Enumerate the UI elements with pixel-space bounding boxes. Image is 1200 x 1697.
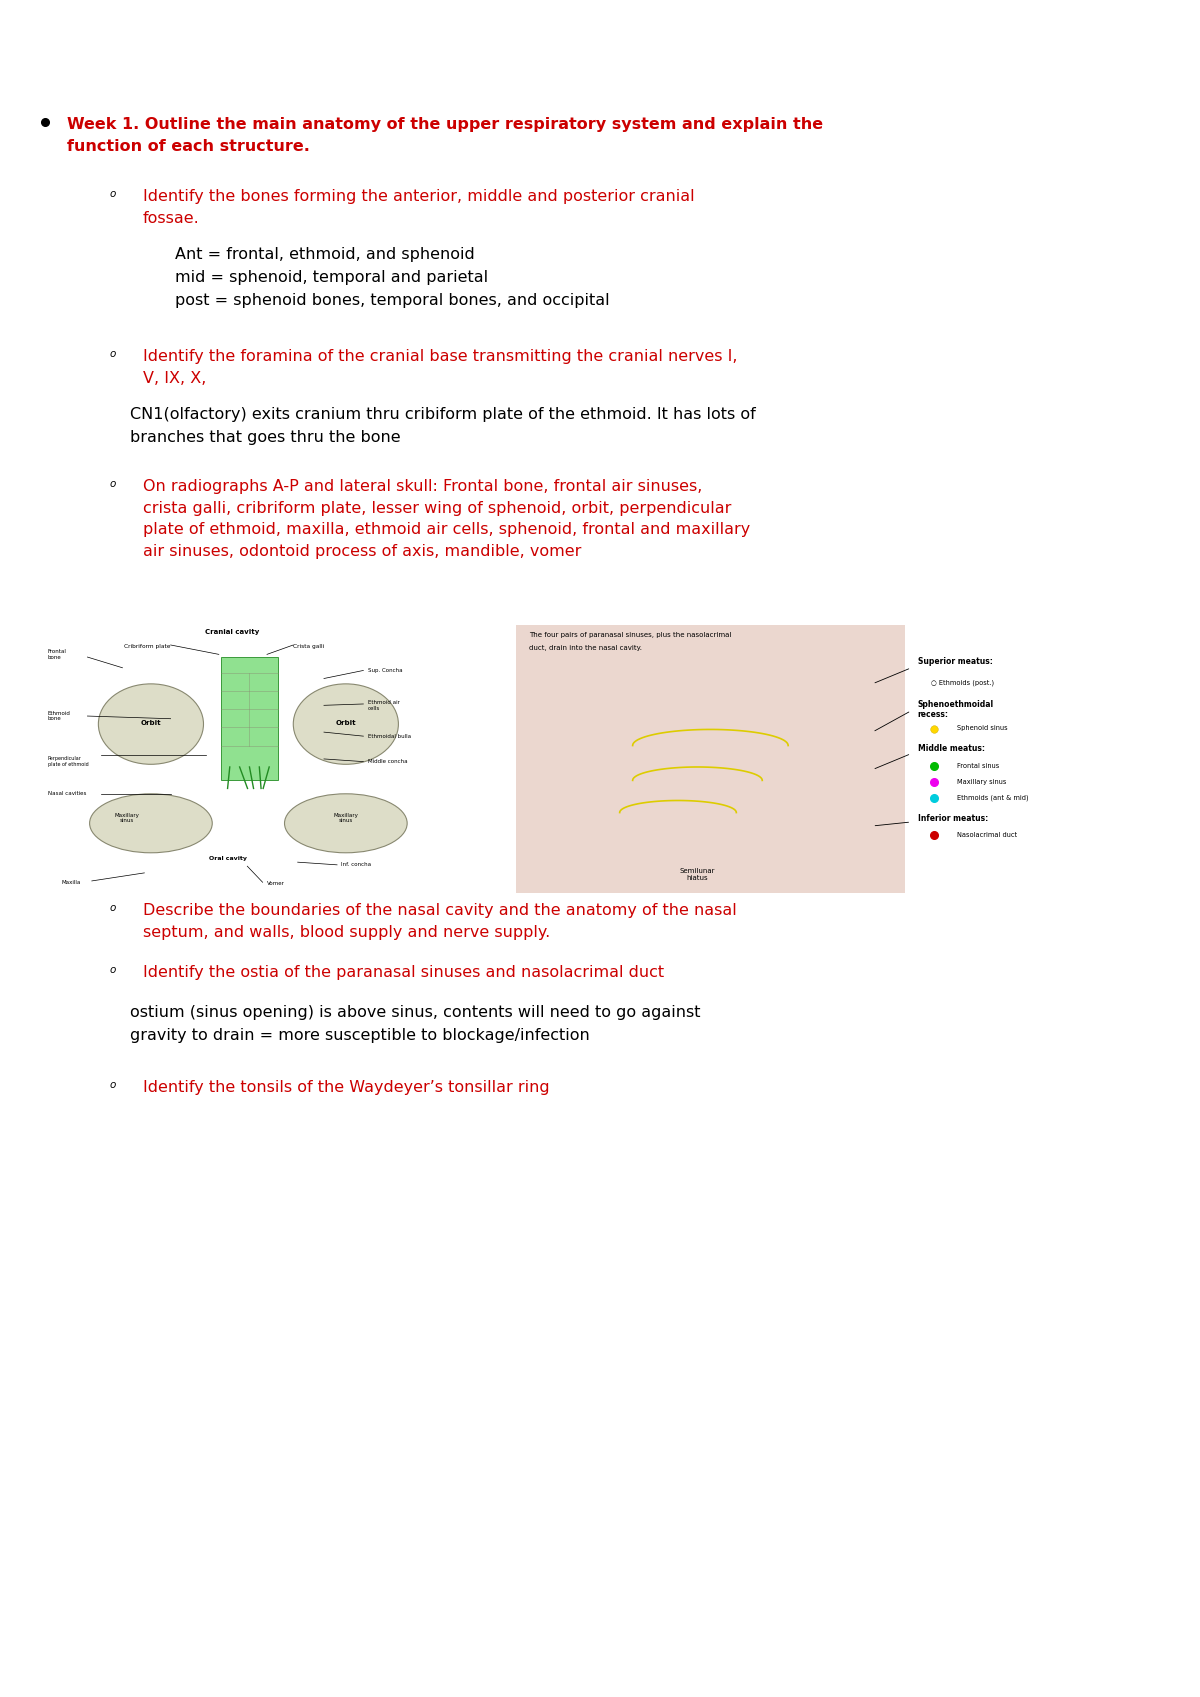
Text: Ethmoid air
cells: Ethmoid air cells: [367, 699, 400, 711]
Text: Maxilla: Maxilla: [61, 879, 80, 884]
Text: Oral cavity: Oral cavity: [209, 855, 246, 860]
Text: Identify the ostia of the paranasal sinuses and nasolacrimal duct: Identify the ostia of the paranasal sinu…: [143, 966, 664, 979]
Text: Perpendicular
plate of ethmoid: Perpendicular plate of ethmoid: [48, 757, 89, 767]
Text: Ethmoid
bone: Ethmoid bone: [48, 711, 71, 721]
Ellipse shape: [90, 794, 212, 854]
Text: Maxillary
sinus: Maxillary sinus: [334, 813, 359, 823]
Text: Maxillary
sinus: Maxillary sinus: [114, 813, 139, 823]
Text: Middle concha: Middle concha: [367, 759, 407, 764]
Text: Sphenoid sinus: Sphenoid sinus: [956, 725, 1007, 731]
Text: Describe the boundaries of the nasal cavity and the anatomy of the nasal
septum,: Describe the boundaries of the nasal cav…: [143, 903, 737, 940]
Text: Inferior meatus:: Inferior meatus:: [918, 815, 988, 823]
Text: o: o: [110, 1079, 116, 1089]
Text: Identify the bones forming the anterior, middle and posterior cranial
fossae.: Identify the bones forming the anterior,…: [143, 188, 695, 226]
Text: ostium (sinus opening) is above sinus, contents will need to go against
gravity : ostium (sinus opening) is above sinus, c…: [130, 1005, 701, 1042]
Text: CN1(olfactory) exits cranium thru cribiform plate of the ethmoid. It has lots of: CN1(olfactory) exits cranium thru cribif…: [130, 407, 756, 445]
Ellipse shape: [98, 684, 204, 764]
Text: o: o: [110, 903, 116, 913]
Text: duct, drain into the nasal cavity.: duct, drain into the nasal cavity.: [529, 645, 642, 652]
Text: Cranial cavity: Cranial cavity: [205, 630, 259, 635]
Ellipse shape: [284, 794, 407, 854]
Text: ○ Ethmoids (post.): ○ Ethmoids (post.): [931, 680, 994, 686]
Text: o: o: [110, 966, 116, 976]
Polygon shape: [221, 657, 278, 781]
Text: Crista galli: Crista galli: [293, 643, 324, 648]
Text: Ethmoids (ant & mid): Ethmoids (ant & mid): [956, 794, 1028, 801]
Text: Week 1. Outline the main anatomy of the upper respiratory system and explain the: Week 1. Outline the main anatomy of the …: [67, 117, 823, 154]
Text: o: o: [110, 479, 116, 489]
Text: Superior meatus:: Superior meatus:: [918, 657, 992, 665]
Text: Nasolacrimal duct: Nasolacrimal duct: [956, 832, 1016, 838]
Text: Sup. Concha: Sup. Concha: [367, 669, 402, 674]
Text: Orbit: Orbit: [336, 720, 356, 726]
Text: Ant = frontal, ethmoid, and sphenoid
mid = sphenoid, temporal and parietal
post : Ant = frontal, ethmoid, and sphenoid mid…: [175, 248, 610, 307]
Text: Middle meatus:: Middle meatus:: [918, 745, 985, 753]
Text: Frontal
bone: Frontal bone: [48, 648, 67, 660]
Text: On radiographs A-P and lateral skull: Frontal bone, frontal air sinuses,
crista : On radiographs A-P and lateral skull: Fr…: [143, 479, 750, 558]
Text: The four pairs of paranasal sinuses, plus the nasolacrimal: The four pairs of paranasal sinuses, plu…: [529, 631, 731, 638]
Ellipse shape: [293, 684, 398, 764]
Text: Identify the foramina of the cranial base transmitting the cranial nerves I,
V, : Identify the foramina of the cranial bas…: [143, 350, 738, 385]
Text: Nasal cavities: Nasal cavities: [48, 791, 86, 796]
Text: Orbit: Orbit: [140, 720, 161, 726]
Text: Frontal sinus: Frontal sinus: [956, 762, 998, 769]
Text: Maxillary sinus: Maxillary sinus: [956, 779, 1006, 784]
Text: o: o: [110, 350, 116, 360]
Text: Cribriform plate: Cribriform plate: [124, 643, 170, 648]
Text: Semilunar
hiatus: Semilunar hiatus: [679, 867, 715, 881]
Text: Vomer: Vomer: [266, 881, 284, 886]
Text: Inf. concha: Inf. concha: [342, 862, 372, 867]
Text: Sphenoethmoidal
recess:: Sphenoethmoidal recess:: [918, 699, 994, 720]
Polygon shape: [516, 624, 905, 893]
Text: Identify the tonsils of the Waydeyer’s tonsillar ring: Identify the tonsils of the Waydeyer’s t…: [143, 1079, 550, 1095]
Text: Ethmoidal bulla: Ethmoidal bulla: [367, 733, 410, 738]
Text: o: o: [110, 188, 116, 199]
